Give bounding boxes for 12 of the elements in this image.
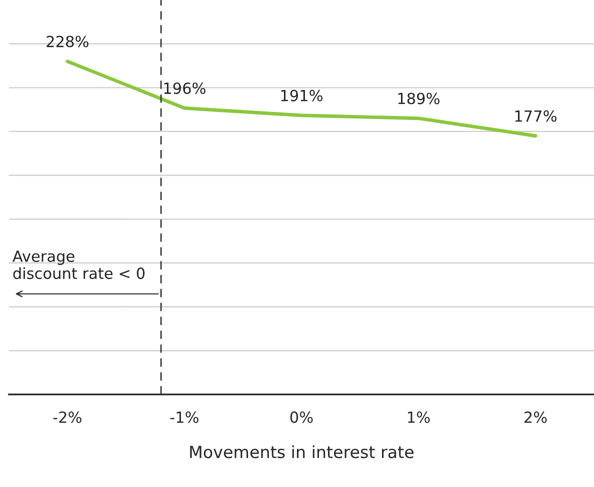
x-tick-label: -2% [53, 411, 82, 423]
data-label: 177% [515, 110, 556, 122]
x-tick-label: 2% [524, 411, 547, 423]
data-label: 189% [398, 92, 440, 104]
x-axis-title: Movements in interest rate [190, 445, 414, 458]
x-tick-label: 1% [408, 411, 430, 423]
annotation: Average discount rate < 0 [12, 250, 145, 280]
data-label: 196% [164, 82, 206, 94]
data-label: 228% [46, 36, 88, 48]
x-tick-label: -1% [170, 411, 198, 423]
data-label: 191% [281, 90, 322, 102]
x-tick-label: 0% [290, 411, 313, 423]
